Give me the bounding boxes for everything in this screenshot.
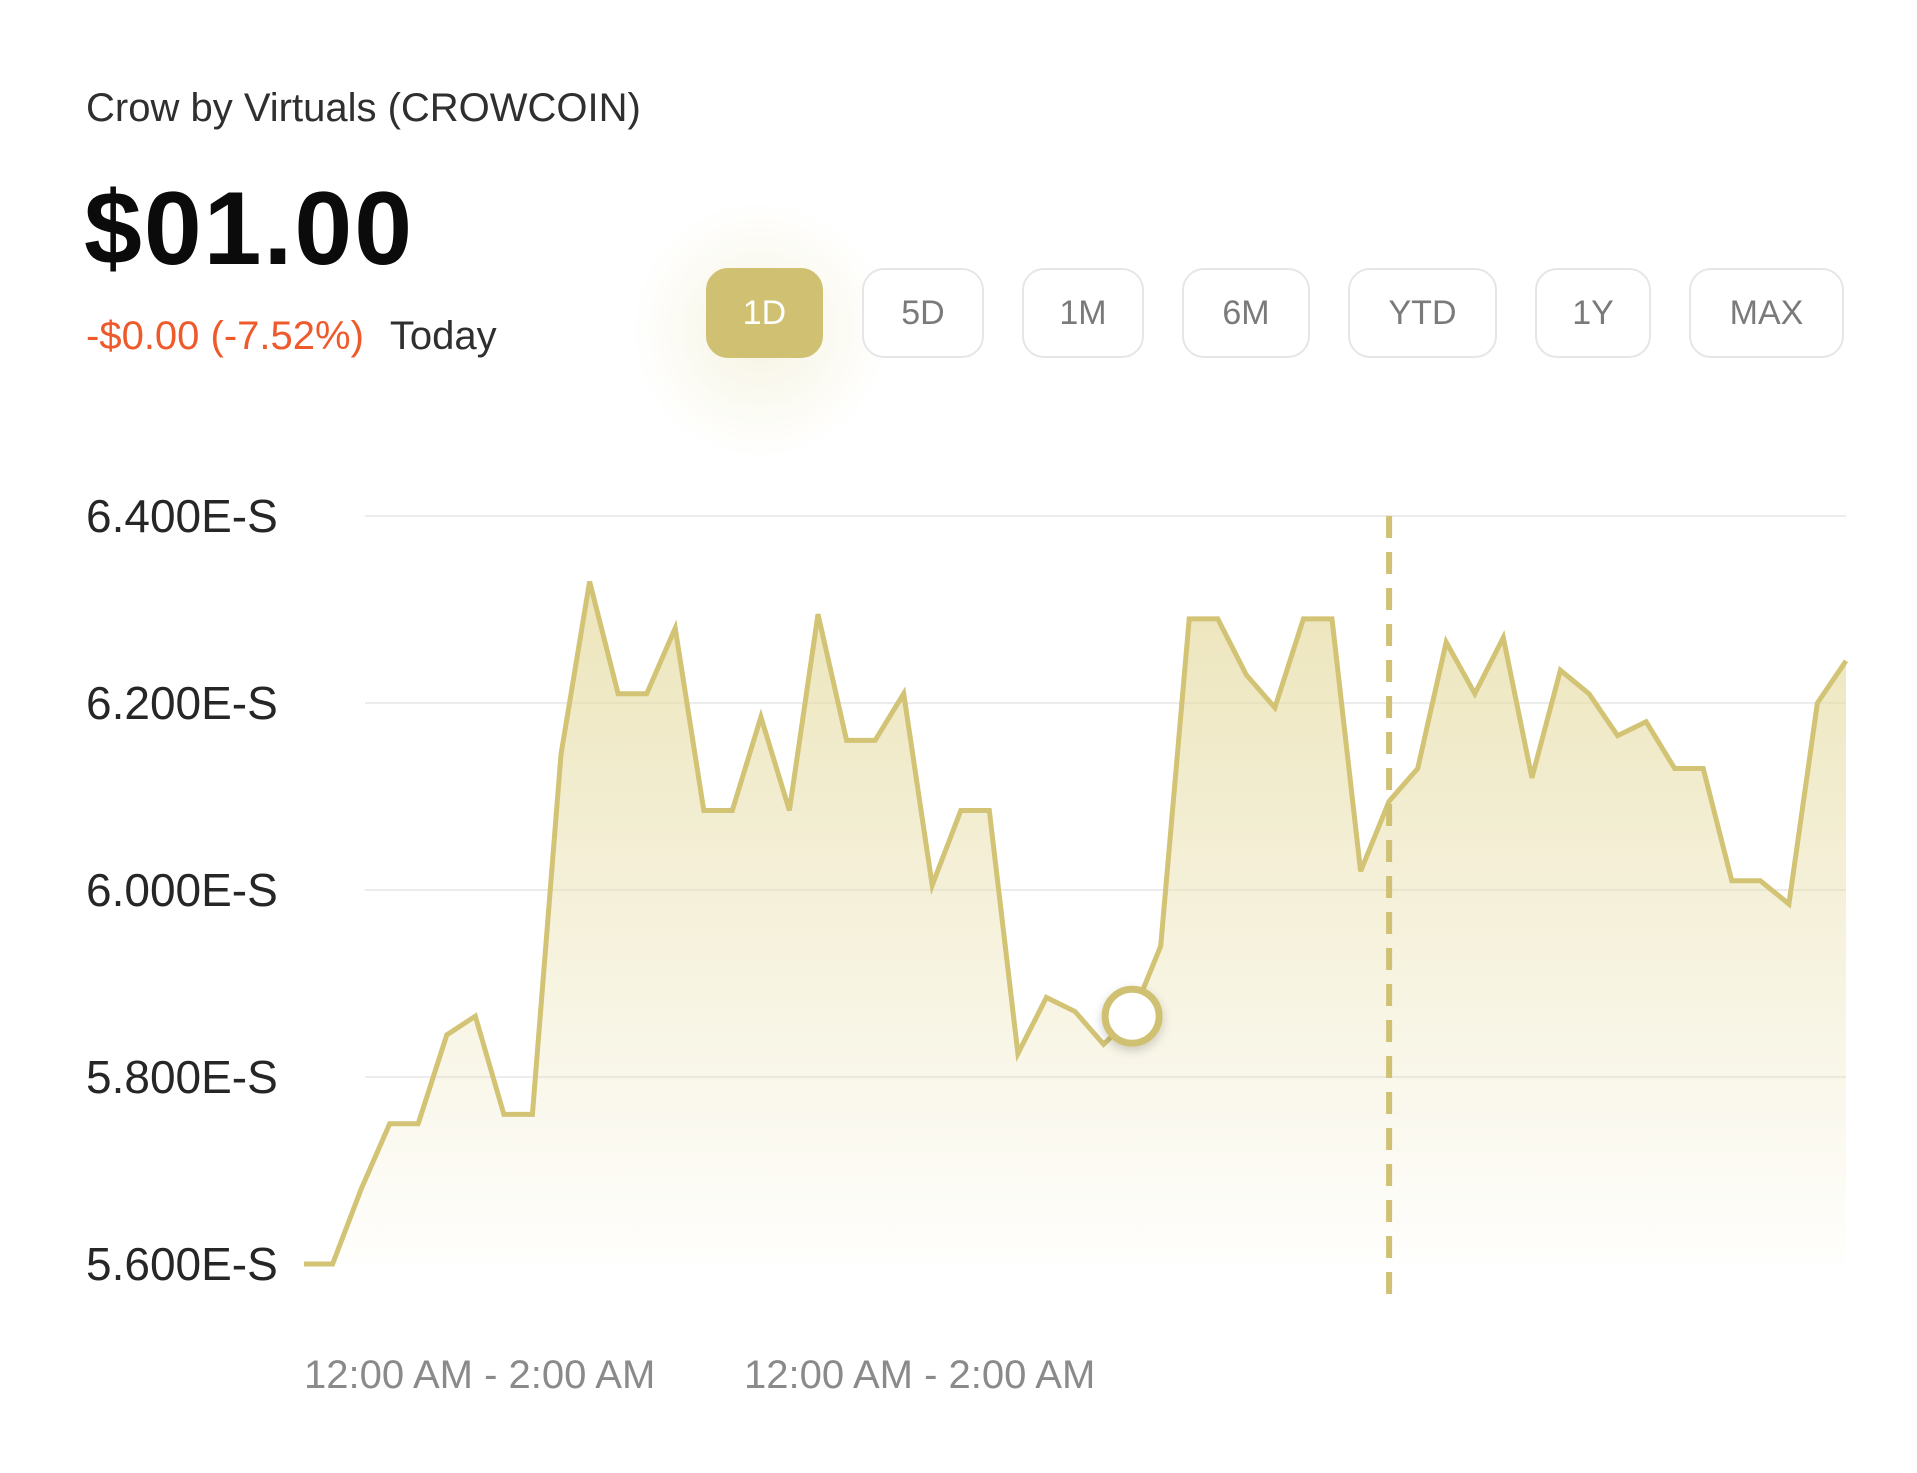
range-button-ytd[interactable]: YTD <box>1348 268 1497 358</box>
price-change-row: -$0.00 (-7.52%) Today <box>86 314 497 359</box>
y-tick-label: 6.200E-S <box>86 677 278 729</box>
price-change: -$0.00 (-7.52%) <box>86 314 364 358</box>
y-tick-label: 6.000E-S <box>86 864 278 916</box>
y-tick-label: 5.800E-S <box>86 1051 278 1103</box>
y-tick-label: 6.400E-S <box>86 490 278 542</box>
change-period: Today <box>389 314 497 358</box>
x-tick-label: 12:00 AM - 2:00 AM <box>744 1353 1095 1397</box>
coin-title: Crow by Virtuals (CROWCOIN) <box>86 86 641 130</box>
range-button-6m[interactable]: 6M <box>1182 268 1310 358</box>
range-button-1m[interactable]: 1M <box>1022 268 1144 358</box>
price-line <box>304 580 1849 1267</box>
range-button-5d[interactable]: 5D <box>862 268 984 358</box>
price-area-fill <box>304 581 1846 1264</box>
range-button-1d[interactable]: 1D <box>706 268 823 358</box>
y-tick-label: 5.600E-S <box>86 1238 278 1290</box>
current-price: $01.00 <box>84 171 415 287</box>
range-button-max[interactable]: MAX <box>1689 268 1844 358</box>
hover-marker[interactable] <box>1101 985 1163 1047</box>
range-button-1y[interactable]: 1Y <box>1535 268 1651 358</box>
x-tick-label: 12:00 AM - 2:00 AM <box>304 1353 655 1397</box>
